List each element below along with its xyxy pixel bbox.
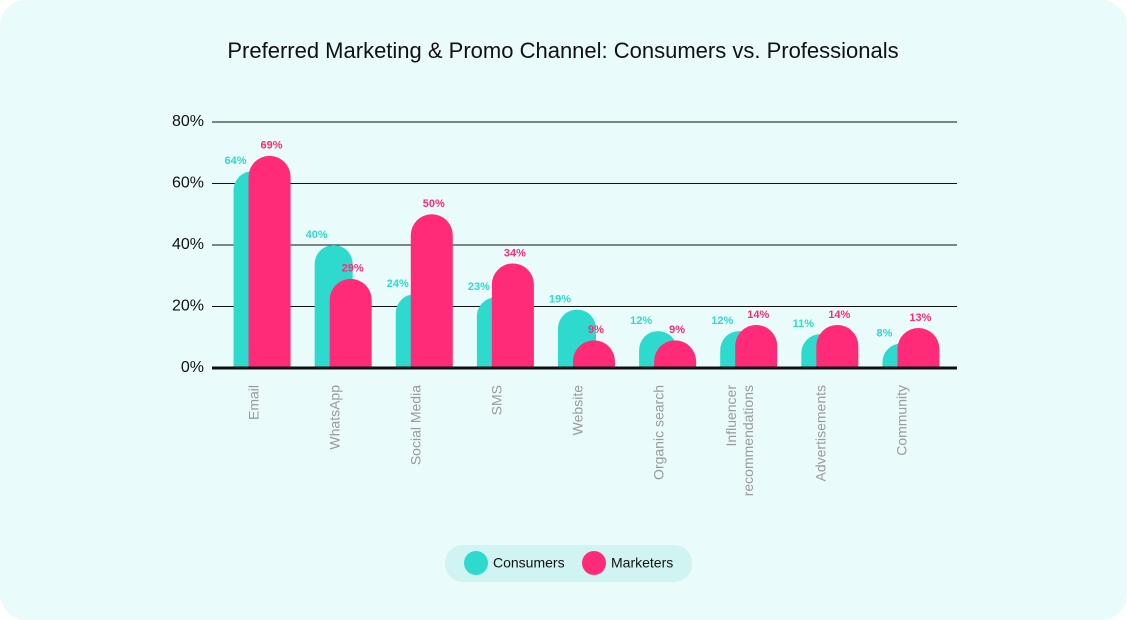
x-tick-label: Influencer recommendations (723, 385, 757, 497)
y-tick-label: 40% (172, 236, 204, 253)
value-label: 34% (504, 247, 526, 259)
bar (735, 324, 778, 368)
bar (491, 263, 534, 368)
bar (410, 214, 453, 368)
x-tick-label: Community (893, 385, 910, 456)
y-tick-label: 0% (181, 359, 204, 376)
legend-marker (582, 551, 606, 575)
value-label: 11% (793, 318, 815, 330)
x-tick-label: SMS (488, 385, 505, 416)
bar (573, 340, 615, 368)
x-tick-label: Social Media (407, 385, 424, 466)
value-label: 9% (588, 324, 604, 336)
value-label: 8% (876, 327, 892, 339)
bar (816, 324, 859, 368)
legend-label: Consumers (493, 555, 565, 571)
value-label: 12% (630, 315, 652, 327)
x-tick-label: Advertisements (812, 385, 829, 482)
x-tick-label: Email (245, 385, 262, 421)
bar (654, 340, 697, 368)
value-label: 9% (669, 324, 685, 336)
value-label: 19% (549, 293, 571, 305)
x-tick-label: WhatsApp (326, 385, 343, 450)
value-label: 40% (306, 229, 328, 241)
value-label: 13% (909, 312, 931, 324)
value-label: 14% (747, 309, 769, 321)
y-tick-label: 20% (172, 298, 204, 315)
legend-label: Marketers (611, 555, 673, 571)
value-label: 14% (828, 309, 850, 321)
value-label: 29% (342, 263, 364, 275)
value-label: 69% (261, 140, 283, 152)
x-tick-label: Organic search (650, 385, 667, 480)
bar (248, 155, 291, 368)
value-label: 50% (423, 198, 445, 210)
value-label: 23% (468, 281, 490, 293)
x-tick-label: Website (569, 385, 586, 436)
value-label: 24% (387, 278, 409, 290)
y-tick-label: 80% (172, 113, 204, 130)
chart-title: Preferred Marketing & Promo Channel: Con… (227, 38, 898, 63)
value-label: 12% (711, 315, 733, 327)
value-label: 64% (225, 155, 247, 167)
bar (329, 278, 372, 368)
bar (897, 328, 940, 368)
legend-marker (464, 551, 488, 575)
y-tick-label: 60% (172, 175, 204, 192)
legend-box (445, 545, 692, 582)
